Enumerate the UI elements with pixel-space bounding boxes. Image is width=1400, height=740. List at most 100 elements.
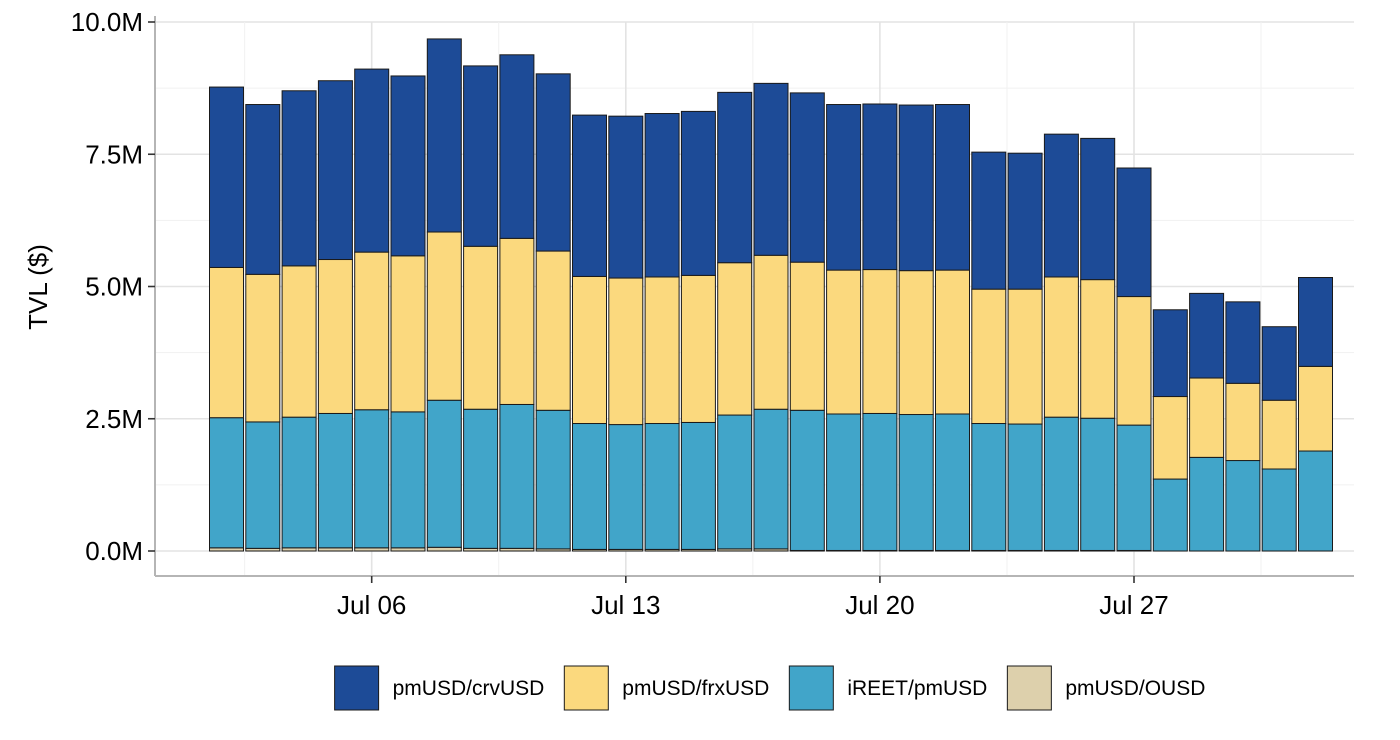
bar-segment-pmusd-frxusd [317, 259, 353, 414]
y-tick-label: 2.5M [85, 404, 143, 434]
bar-segment-pmusd-crvusd [680, 110, 716, 276]
bar-segment-ireet-pmusd [753, 408, 789, 550]
axes [148, 16, 1354, 583]
bar-segment-pmusd-frxusd [354, 251, 390, 411]
legend-key-ireet-pmusd [788, 665, 834, 711]
legend-label-pmusd-crvusd: pmUSD/crvUSD [393, 677, 545, 700]
bar-segment-ireet-pmusd [898, 414, 934, 551]
bar-segment-pmusd-crvusd [426, 38, 462, 233]
bar-segment-ireet-pmusd [1152, 478, 1188, 552]
bar-segment-pmusd-crvusd [209, 86, 244, 268]
bar-segment-pmusd-crvusd [608, 115, 644, 279]
bar-segment-ireet-pmusd [426, 399, 462, 548]
bar-segment-pmusd-crvusd [717, 91, 753, 264]
bar-segment-pmusd-frxusd [1116, 296, 1152, 426]
bar-segment-ireet-pmusd [1080, 417, 1116, 551]
bar-segment-ireet-pmusd [717, 414, 753, 550]
bar-segment-pmusd-crvusd [789, 92, 825, 263]
bar-segment-ireet-pmusd [1225, 460, 1261, 552]
bar-segment-ireet-pmusd [209, 417, 244, 549]
bar-segment-pmusd-ousd [426, 546, 462, 552]
bar-segment-ireet-pmusd [1189, 456, 1225, 552]
bar-segment-pmusd-crvusd [935, 104, 970, 271]
bar-segment-pmusd-frxusd [1152, 396, 1188, 480]
bar-segment-pmusd-frxusd [826, 269, 862, 415]
bar-segment-pmusd-crvusd [572, 114, 607, 277]
x-tick-label: Jul 06 [337, 590, 406, 620]
bar-segment-pmusd-crvusd [281, 90, 317, 267]
bar-segment-ireet-pmusd [789, 409, 825, 551]
bar-segment-pmusd-crvusd [1152, 309, 1188, 398]
bar-segment-pmusd-crvusd [862, 103, 898, 271]
bar-segment-pmusd-frxusd [281, 265, 317, 418]
bar-segment-ireet-pmusd [608, 424, 644, 550]
bar-segment-pmusd-crvusd [1298, 277, 1333, 367]
bar-segment-pmusd-frxusd [680, 274, 716, 423]
bar-segment-ireet-pmusd [390, 411, 426, 549]
bar-segment-pmusd-frxusd [971, 288, 1007, 425]
bar-segment-pmusd-frxusd [1043, 276, 1079, 418]
bar-segment-ireet-pmusd [463, 408, 499, 549]
bar-segment-pmusd-crvusd [463, 65, 499, 247]
bar-segment-ireet-pmusd [499, 403, 535, 549]
y-tick-label: 5.0M [85, 272, 143, 302]
bar-segment-pmusd-frxusd [245, 273, 281, 423]
legend-key-pmusd-crvusd [334, 665, 380, 711]
bar-segment-pmusd-crvusd [1043, 133, 1079, 278]
bar-segment-pmusd-crvusd [245, 104, 281, 275]
bar-segment-ireet-pmusd [1116, 424, 1152, 551]
bar-segment-ireet-pmusd [245, 421, 281, 549]
bar-segment-pmusd-frxusd [1080, 279, 1116, 419]
bar-segment-pmusd-frxusd [935, 269, 970, 415]
bar-segment-pmusd-frxusd [390, 255, 426, 413]
y-axis-title: TVL ($) [23, 244, 53, 330]
bar-segment-pmusd-crvusd [499, 54, 535, 239]
bar-segment-ireet-pmusd [281, 416, 317, 549]
bar-segment-pmusd-frxusd [1225, 382, 1261, 462]
legend: pmUSD/crvUSD pmUSD/frxUSD iREET/pmUSD pmUSD… [334, 665, 1205, 711]
bar-segment-ireet-pmusd [644, 423, 680, 550]
bar-segment-ireet-pmusd [572, 423, 607, 550]
bar-segment-pmusd-crvusd [1080, 137, 1116, 281]
bar-segment-ireet-pmusd [826, 413, 862, 551]
bar-segment-pmusd-frxusd [499, 237, 535, 405]
bar-segment-ireet-pmusd [862, 412, 898, 551]
bar-segment-ireet-pmusd [1298, 450, 1333, 552]
bar-segment-ireet-pmusd [1043, 416, 1079, 551]
bar-segment-ireet-pmusd [535, 409, 571, 550]
bar-segment-pmusd-frxusd [535, 250, 571, 411]
bar-segment-pmusd-frxusd [717, 262, 753, 416]
bar-segment-pmusd-crvusd [317, 80, 353, 261]
legend-key-pmusd-ousd [1006, 665, 1052, 711]
bar-segment-ireet-pmusd [317, 412, 353, 549]
bar-segment-pmusd-frxusd [572, 275, 607, 425]
bar-segment-pmusd-crvusd [753, 82, 789, 256]
bar-segment-pmusd-frxusd [898, 270, 934, 416]
bar-segment-pmusd-frxusd [608, 277, 644, 426]
bar-segment-pmusd-frxusd [426, 231, 462, 401]
bar-segment-pmusd-frxusd [753, 254, 789, 410]
bar-segment-pmusd-frxusd [862, 269, 898, 414]
bar-segment-pmusd-frxusd [209, 266, 244, 419]
bar-segment-pmusd-crvusd [390, 75, 426, 257]
bar-segment-pmusd-crvusd [354, 68, 390, 253]
bars [209, 38, 1333, 552]
bar-segment-pmusd-crvusd [826, 104, 862, 271]
legend-label-pmusd-frxusd: pmUSD/frxUSD [622, 677, 769, 700]
x-tick-label: Jul 13 [591, 590, 660, 620]
bar-segment-ireet-pmusd [1261, 468, 1297, 552]
legend-label-ireet-pmusd: iREET/pmUSD [847, 677, 987, 700]
x-tick-label: Jul 20 [845, 590, 914, 620]
bar-segment-pmusd-crvusd [1261, 326, 1297, 401]
bar-segment-pmusd-frxusd [1007, 288, 1043, 425]
bar-segment-ireet-pmusd [1007, 423, 1043, 551]
bar-segment-pmusd-crvusd [1189, 292, 1225, 379]
bar-segment-pmusd-crvusd [1225, 301, 1261, 384]
y-tick-label: 0.0M [85, 536, 143, 566]
bar-segment-pmusd-frxusd [463, 245, 499, 410]
bar-segment-ireet-pmusd [971, 423, 1007, 551]
bar-segment-pmusd-frxusd [1189, 377, 1225, 458]
bar-segment-ireet-pmusd [354, 409, 390, 549]
